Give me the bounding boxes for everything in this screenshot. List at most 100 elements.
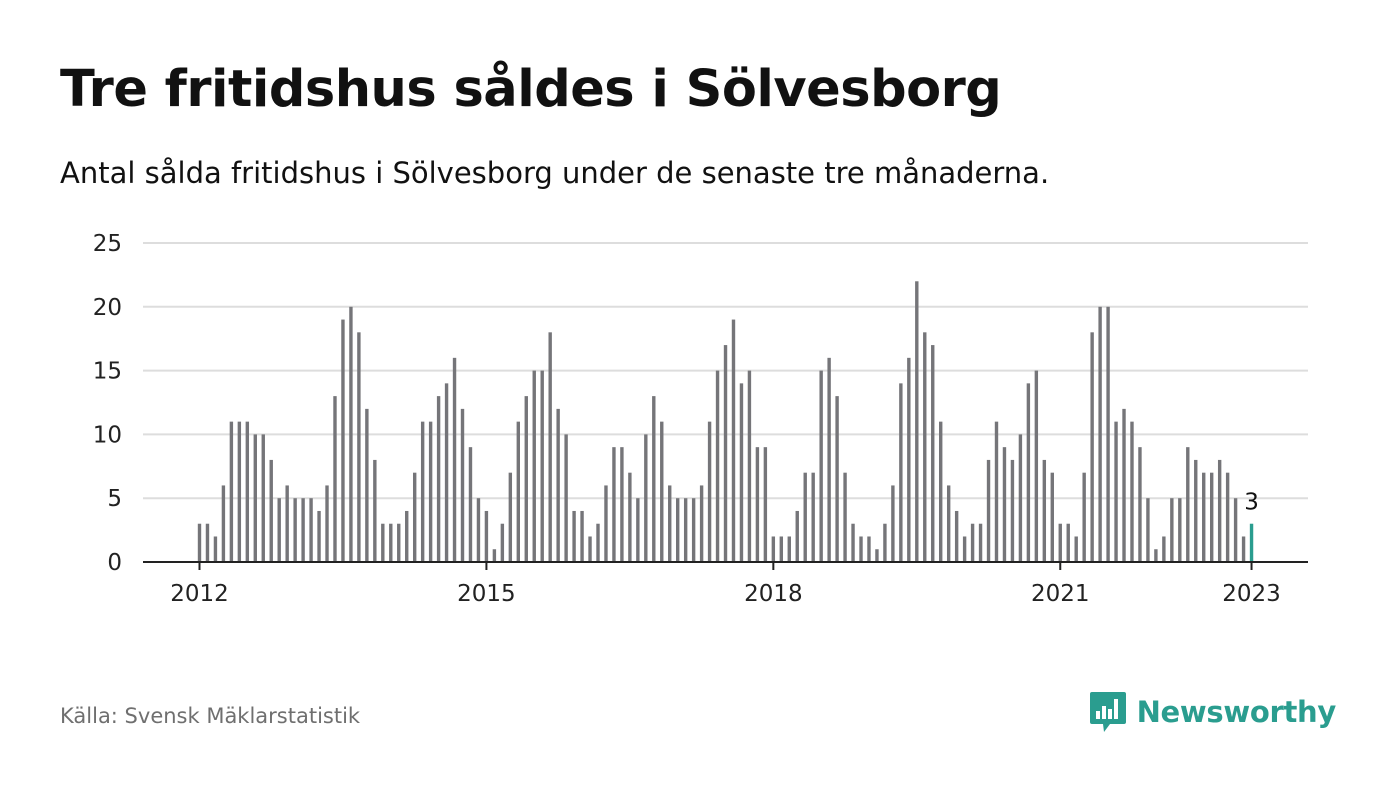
bar [1154,549,1158,562]
bar [365,408,369,562]
bar [269,459,273,562]
bar-highlight [1249,523,1254,562]
bar [1146,498,1150,562]
brand-name: Newsworthy [1136,695,1337,729]
bar [795,510,799,562]
bar [325,485,329,562]
x-tick-label: 2012 [170,581,229,607]
bar [723,345,728,562]
source-note: Källa: Svensk Mäklarstatistik [60,704,361,728]
bar [221,485,226,562]
bar [1130,421,1134,562]
bar [420,421,425,562]
bar [1002,447,1007,562]
bar [835,396,839,562]
bar [875,549,879,562]
x-tick-label: 2018 [744,581,803,607]
bar [994,421,999,562]
bar [1162,536,1166,562]
bar [532,370,536,562]
bar [1010,459,1015,562]
x-tick-label: 2021 [1031,581,1090,607]
x-tick-label: 2023 [1222,581,1281,607]
bar [341,319,345,562]
bar [564,434,568,562]
bar [1225,472,1230,562]
bar [1202,472,1206,562]
bar [381,523,385,562]
bar [755,447,760,562]
bar [309,498,313,562]
bar [1082,472,1086,562]
bar [1138,447,1142,562]
bar [811,472,815,562]
y-tick-label: 5 [107,486,122,512]
bar [668,485,672,562]
bar [1042,459,1047,562]
bar [962,536,967,562]
bar [978,523,983,562]
bar [1122,408,1126,562]
bar [970,523,975,562]
bar [500,523,505,562]
bar [883,523,887,562]
y-tick-label: 10 [93,422,122,448]
bar [588,536,592,562]
bar [229,421,234,562]
last-value-label: 3 [1244,490,1259,516]
bar [787,536,791,562]
bar [317,510,321,562]
bar [301,498,305,562]
bar [843,472,847,562]
bar [596,523,600,562]
bar [954,510,959,562]
bar [915,281,919,562]
newsworthy-logo[interactable]: Newsworthy [1089,690,1336,734]
bars [197,281,1254,562]
bar [261,434,265,562]
bar [285,485,289,562]
bar [636,498,640,562]
bar [1058,523,1062,562]
bar [444,383,449,562]
bar [1066,523,1070,562]
bar [389,523,393,562]
bar [1098,306,1102,562]
bar [628,472,632,562]
bar [604,485,608,562]
annotations: 3 [1244,490,1259,516]
bar [683,498,688,562]
bar [747,370,752,562]
bar [580,510,584,562]
bar [660,421,664,562]
bar [1241,536,1246,562]
y-axis-ticks: 0 5 10 15 20 25 [93,231,122,576]
bar [1217,459,1222,562]
bar [484,510,489,562]
chart-subtitle: Antal sålda fritidshus i Sölvesborg unde… [60,156,1050,190]
newsworthy-logo-icon [1089,692,1126,732]
bar [1026,383,1031,562]
bar [1194,459,1198,562]
bar [867,536,871,562]
x-tick-label: 2015 [457,581,516,607]
bar [333,396,337,562]
bar [819,370,823,562]
bar [1233,498,1238,562]
bar [253,434,257,562]
bar [428,421,433,562]
bar [397,523,401,562]
bar [373,459,377,562]
bar [931,345,935,562]
bar [452,357,457,562]
bar [349,306,353,562]
bar [891,485,895,562]
bar [293,498,297,562]
bar [405,510,409,562]
bar [436,396,441,562]
bar [468,447,473,562]
bar [572,510,576,562]
bar [1034,370,1039,562]
bar [923,332,927,562]
bar [548,332,552,562]
